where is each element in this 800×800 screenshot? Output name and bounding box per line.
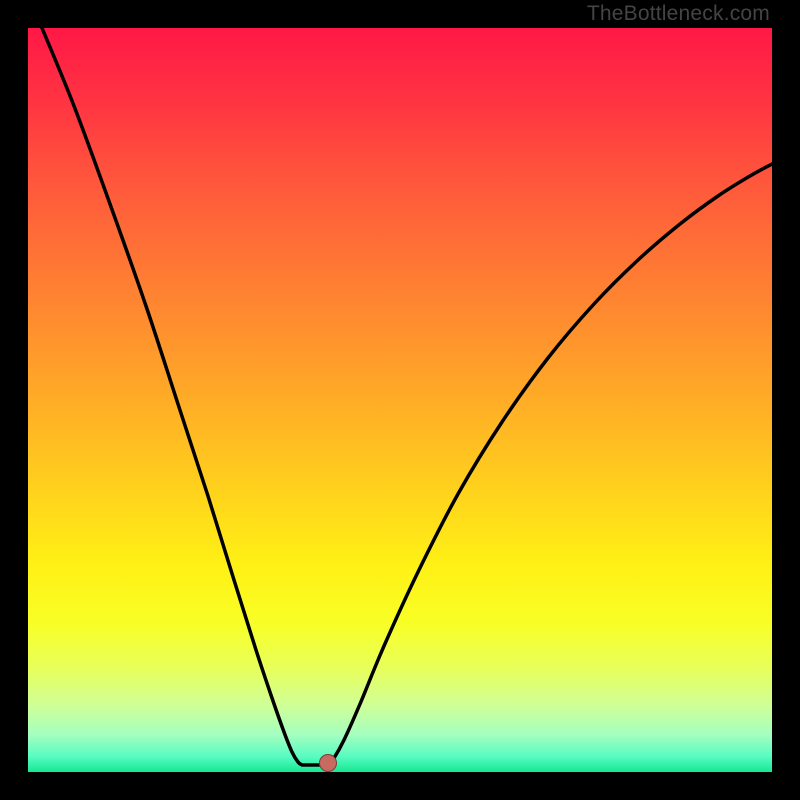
plot-area (28, 28, 772, 772)
watermark-text: TheBottleneck.com (587, 2, 770, 26)
bottleneck-curve (28, 28, 772, 772)
chart-frame: TheBottleneck.com (0, 0, 800, 800)
optimum-marker (320, 755, 337, 772)
